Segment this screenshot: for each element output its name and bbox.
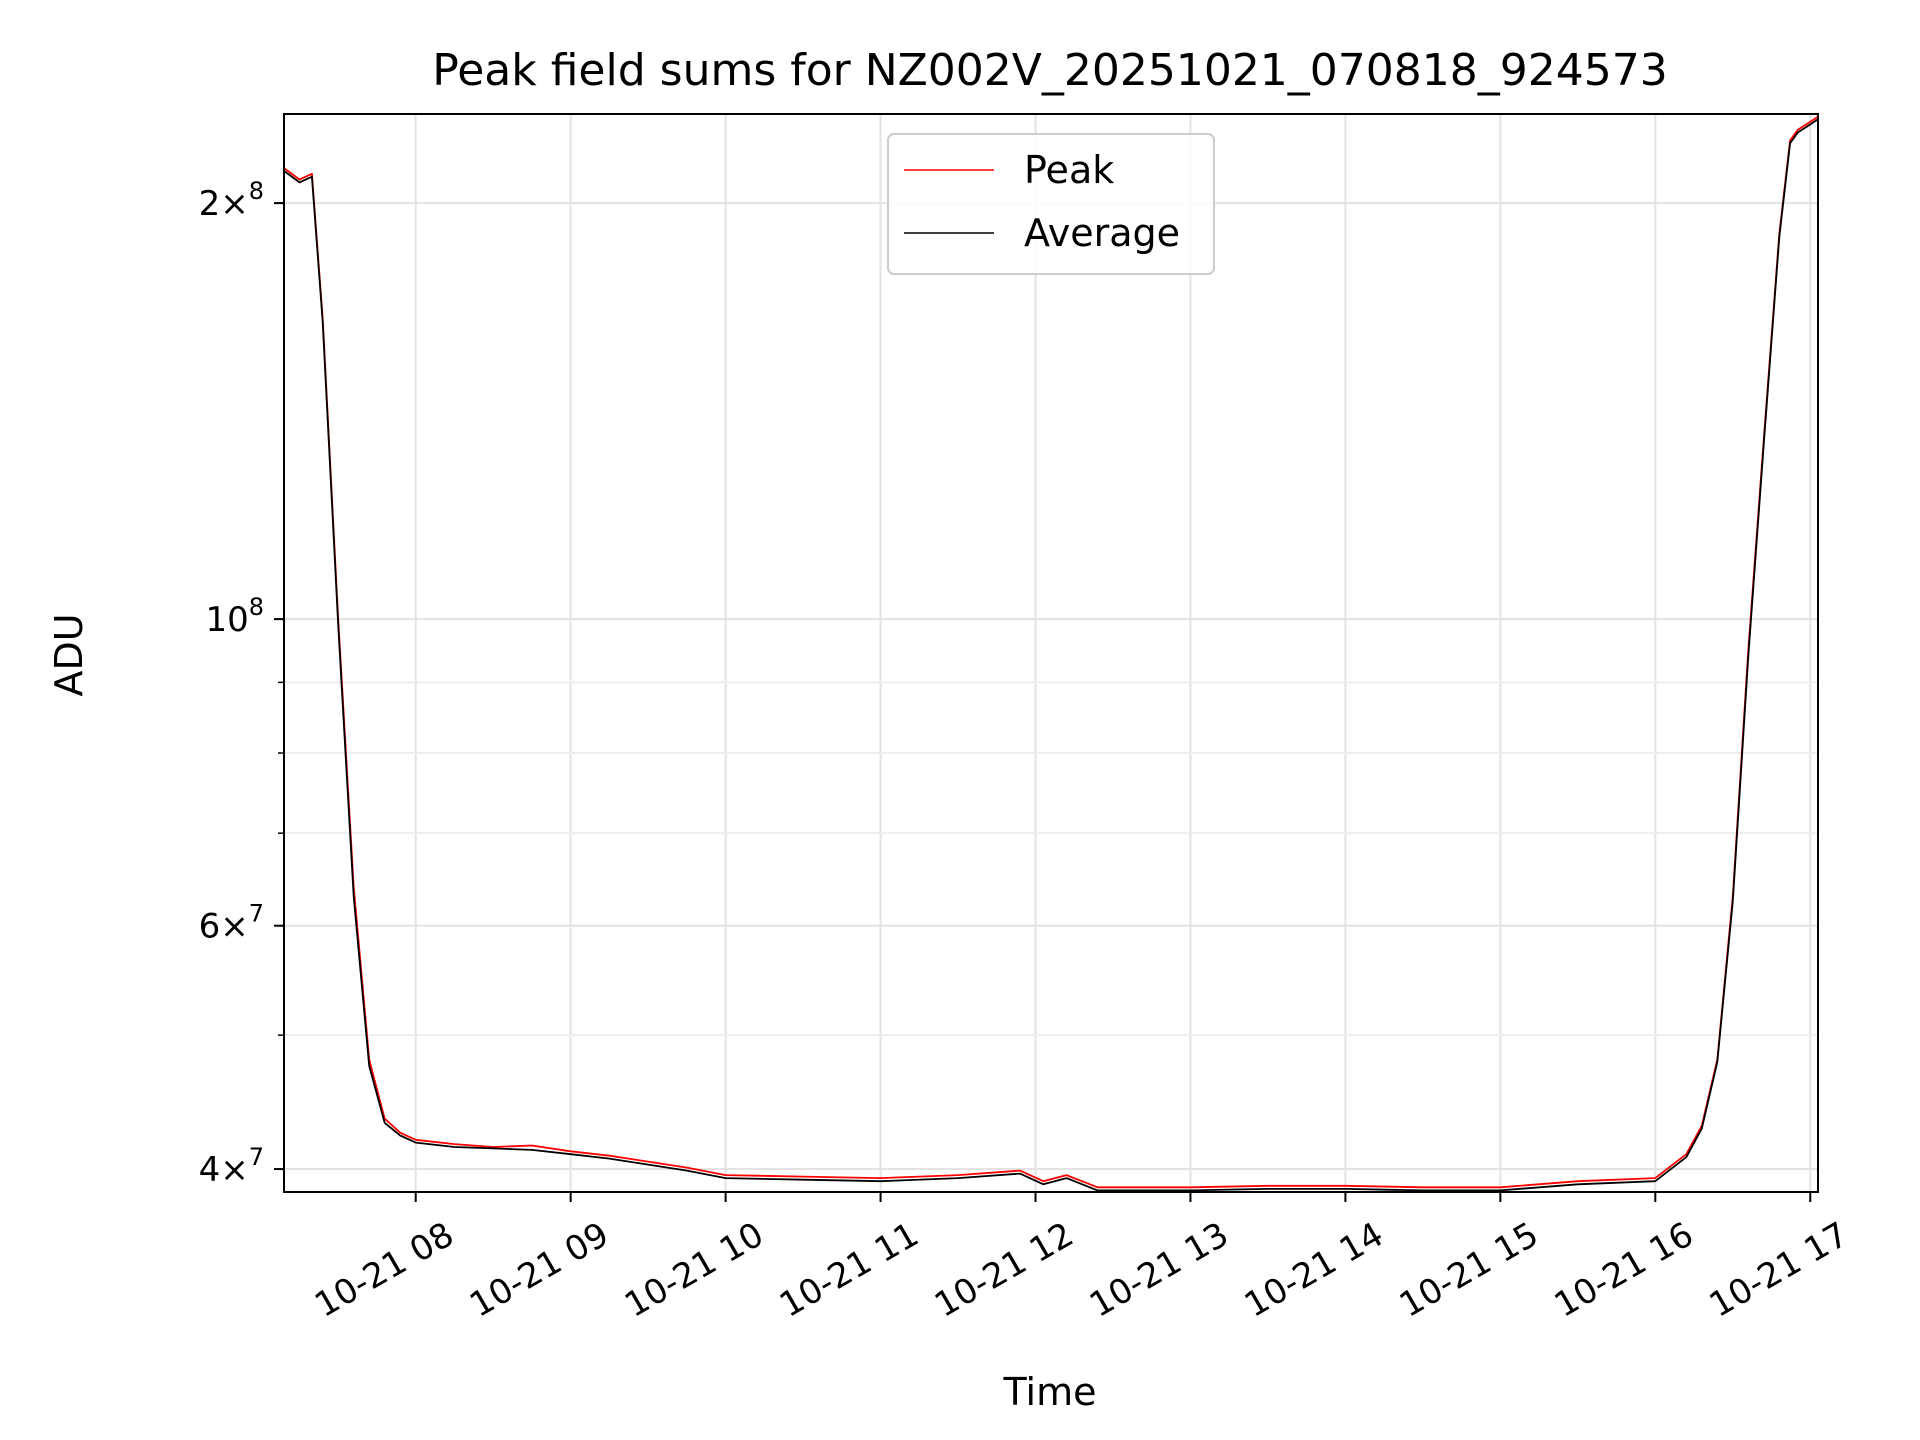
plot-area-frame (283, 113, 1819, 1193)
y-axis: 4×7 6×7 108 2×8 (199, 177, 284, 1190)
y-axis-label: ADU (47, 613, 91, 696)
x-axis-label: Time (1003, 1370, 1097, 1414)
y-tick-label: 4×7 (199, 1143, 264, 1190)
series-line-average (283, 118, 1819, 1192)
chart-title: Peak field sums for NZ002V_20251021_0708… (432, 45, 1667, 96)
y-tick-label: 2×8 (199, 177, 264, 224)
y-tick-label: 108 (205, 593, 264, 640)
legend-peak-label: Peak (1024, 148, 1114, 192)
series-lines (283, 115, 1819, 1192)
y-tick-label: 6×7 (199, 900, 264, 947)
legend: Peak Average (887, 133, 1215, 275)
legend-box (887, 133, 1215, 275)
legend-average-label: Average (1024, 211, 1180, 255)
